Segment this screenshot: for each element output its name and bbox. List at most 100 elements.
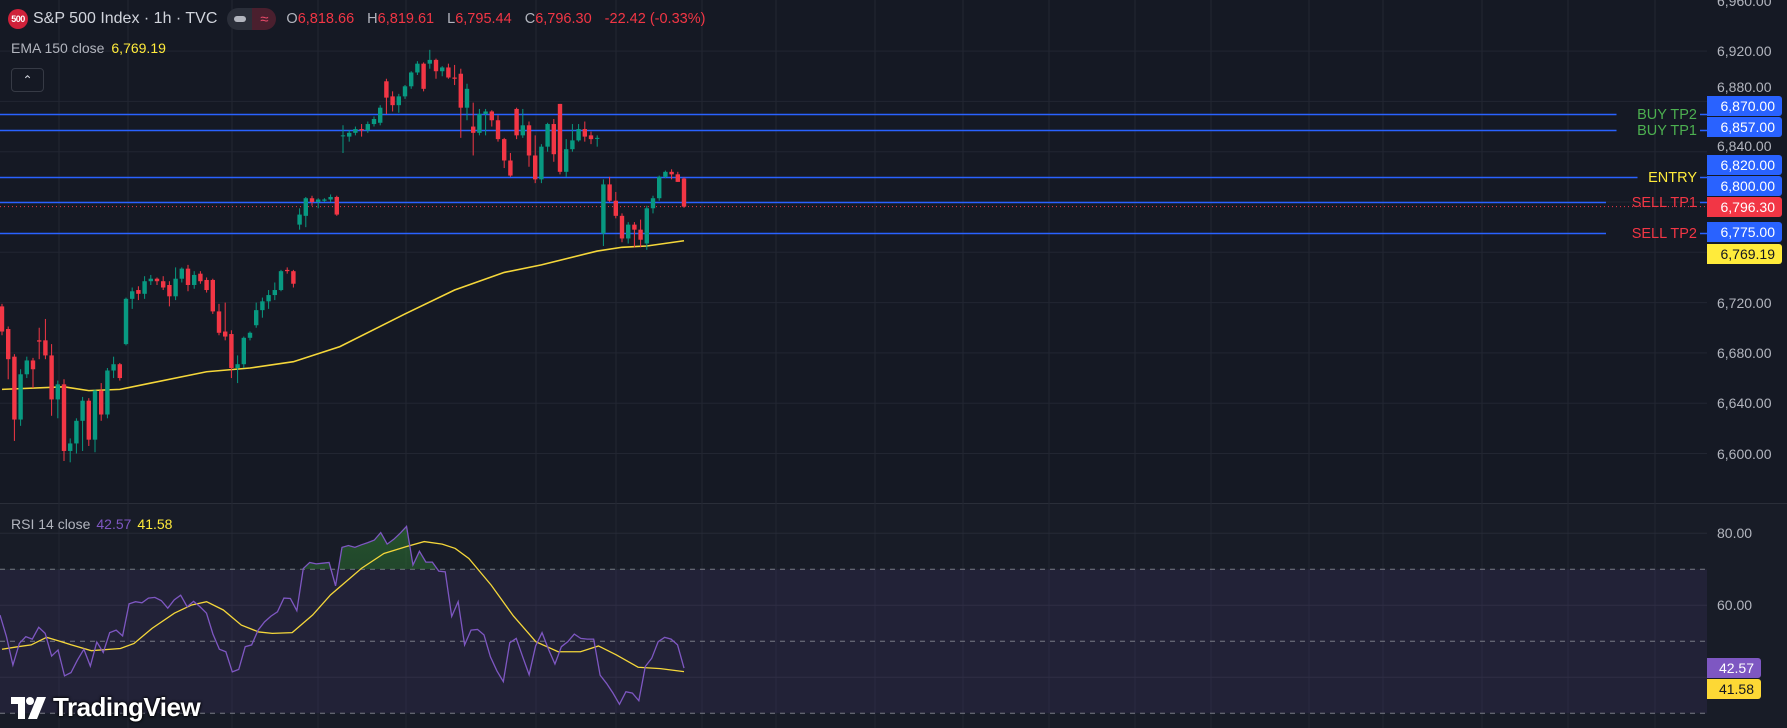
close-value: 6,796.30 [535, 11, 592, 27]
badge-ema: 6,769.19 [1707, 244, 1782, 264]
candle-body [675, 174, 680, 182]
visibility-toggle-icon[interactable] [227, 8, 253, 30]
rsi-ma-value: 41.58 [137, 516, 173, 532]
candle-body [557, 103, 563, 172]
candle-body [241, 337, 246, 365]
candle-body [68, 443, 73, 451]
level-label-entry[interactable]: ENTRY [1648, 169, 1697, 186]
candle-body [378, 107, 383, 123]
candle-body [545, 124, 550, 147]
candle-body [433, 59, 439, 72]
candle-body [526, 125, 532, 156]
candle-body [272, 290, 277, 296]
candle-body [210, 279, 215, 312]
candle-body [650, 198, 656, 209]
level-lines [0, 113, 1707, 235]
ema-legend[interactable]: EMA 150 close 6,769.19 [11, 40, 166, 56]
grid [0, 0, 1707, 728]
candle-body [564, 149, 569, 172]
candle-body [235, 364, 240, 368]
open-key: O [286, 11, 298, 27]
close-key: C [524, 11, 536, 27]
candle-body [105, 370, 110, 415]
candle-body [204, 279, 209, 291]
badge-buy-tp1: 6,857.00 [1707, 117, 1782, 137]
candle-body [185, 268, 191, 285]
candle-body [12, 356, 17, 420]
candle-body [663, 171, 668, 177]
rsi-axis-80: 80.00 [1717, 525, 1753, 541]
candle-body [539, 146, 544, 180]
candle-body [520, 125, 525, 136]
open-value: 6,818.66 [297, 11, 355, 27]
candle-body [371, 119, 377, 125]
candle-body [334, 196, 339, 215]
candle-body [681, 178, 687, 207]
candle-body [117, 364, 122, 379]
level-label-buy-tp1[interactable]: BUY TP1 [1637, 122, 1697, 139]
candle-body [464, 88, 470, 108]
rsi-pane [0, 504, 1787, 728]
collapse-legend-button[interactable]: ⌃ [11, 68, 44, 92]
level-label-sell-tp2[interactable]: SELL TP2 [1631, 225, 1697, 242]
symbol-title[interactable]: S&P 500 Index · 1h · TVC [33, 10, 218, 27]
candle-body [495, 120, 501, 140]
candle-body [297, 214, 302, 225]
badge-last-price: 6,796.30 [1707, 197, 1782, 217]
indicator-toggles[interactable]: ≈ [227, 8, 277, 30]
candle-body [74, 420, 79, 444]
candle-body [18, 374, 23, 420]
price-axis-label: 6,960.00 [1717, 0, 1772, 9]
candle-body [607, 184, 612, 201]
candle-body [409, 72, 414, 87]
candle-body [192, 274, 197, 285]
badge-buy-tp2: 6,870.00 [1707, 96, 1782, 116]
symbol-logo[interactable]: 500 [8, 9, 28, 29]
rsi-value: 42.57 [96, 516, 132, 532]
candle-body [452, 77, 457, 79]
candle-body [43, 340, 48, 356]
candle-body [316, 199, 321, 202]
candle-body [483, 111, 488, 114]
badge-rsi: 42.57 [1707, 658, 1761, 678]
level-label-sell-tp1[interactable]: SELL TP1 [1631, 194, 1697, 211]
candle-body [347, 132, 352, 137]
candle-body [142, 281, 147, 294]
candle-body [179, 268, 184, 279]
candle-body [198, 273, 203, 282]
candle-body [514, 108, 519, 136]
chevron-up-icon: ⌃ [22, 73, 33, 87]
candle-body [477, 113, 482, 133]
candle-body [266, 295, 271, 302]
badge-rsi-ma: 41.58 [1707, 679, 1761, 699]
candle-body [365, 124, 370, 131]
candle-body [328, 196, 333, 200]
candle-body [229, 334, 234, 368]
level-label-buy-tp2[interactable]: BUY TP2 [1637, 106, 1697, 123]
candle-body [396, 96, 401, 106]
candle-body [390, 96, 395, 106]
rsi-axis-60: 60.00 [1717, 597, 1753, 613]
candle-body [55, 384, 60, 400]
wave-icon[interactable]: ≈ [252, 8, 277, 30]
candle-body [6, 329, 11, 360]
rsi-group [0, 525, 685, 706]
rsi-legend[interactable]: RSI 14 close 42.57 41.58 [11, 516, 172, 532]
price-axis-label: 6,640.00 [1717, 395, 1772, 412]
badge-6800: 6,800.00 [1707, 176, 1782, 196]
candle-body [49, 355, 54, 400]
candle-body [173, 278, 178, 297]
candle-body [353, 129, 358, 133]
candle-body [322, 199, 327, 201]
candle-body [167, 284, 172, 297]
price-axis-label: 6,600.00 [1717, 445, 1772, 462]
high-value: 6,819.61 [377, 11, 435, 27]
tradingview-watermark[interactable]: TradingView [11, 692, 201, 723]
candle-body [570, 140, 575, 150]
ema-value: 6,769.19 [111, 40, 166, 56]
badge-sell-tp2: 6,775.00 [1707, 222, 1782, 242]
candle-body [260, 301, 265, 311]
candle-body [576, 129, 581, 141]
candle-body [148, 278, 153, 282]
